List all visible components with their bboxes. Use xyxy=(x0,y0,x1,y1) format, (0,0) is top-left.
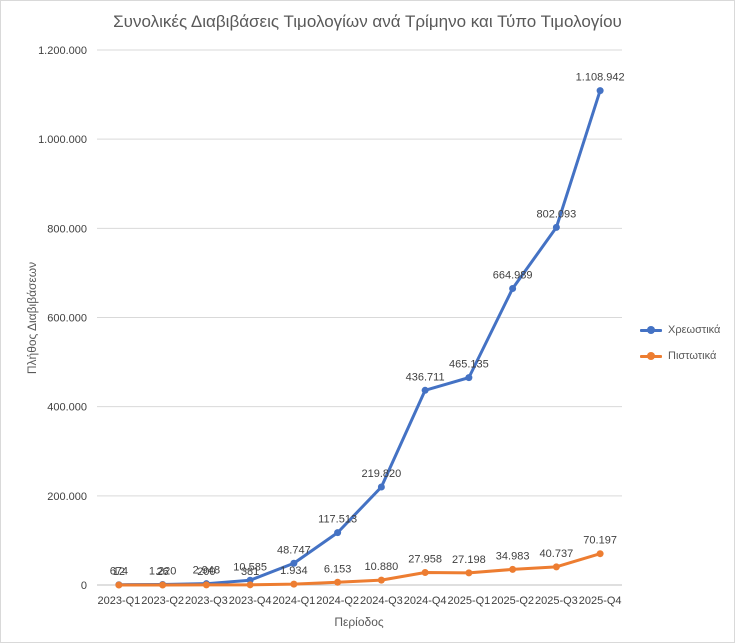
data-label: 1.108.942 xyxy=(576,72,625,84)
data-point xyxy=(159,581,167,589)
y-tick-label: 1.200.000 xyxy=(38,45,87,57)
x-tick-label: 2024-Q4 xyxy=(404,595,447,607)
y-tick-label: 400.000 xyxy=(47,402,87,414)
data-point xyxy=(290,559,298,567)
legend-label-1: Πιστωτικά xyxy=(668,350,717,362)
data-point xyxy=(421,569,429,577)
legend-marker-0 xyxy=(640,325,662,335)
legend-label-0: Χρεωστικά xyxy=(668,324,721,336)
gridlines xyxy=(97,49,622,586)
legend: Χρεωστικά Πιστωτικά xyxy=(640,320,720,372)
data-label: 381 xyxy=(241,566,259,578)
x-tick-label: 2023-Q3 xyxy=(185,595,228,607)
y-axis-title: Πλήθος Διαβιβάσεων xyxy=(25,262,39,374)
data-point xyxy=(202,581,210,589)
data-label: 664.989 xyxy=(493,270,533,282)
x-tick-label: 2024-Q3 xyxy=(360,595,403,607)
data-labels: 674 1.220 2.948 10.585 48.747 117.513 219.820 4… xyxy=(110,72,625,578)
data-label: 40.737 xyxy=(540,548,574,560)
data-point xyxy=(596,550,604,558)
data-point xyxy=(421,386,429,394)
data-label: 10.585 xyxy=(233,561,267,573)
legend-item-series-0: Χρεωστικά xyxy=(640,320,720,340)
x-axis-title: Περίοδος xyxy=(334,615,384,629)
y-tick-label: 1.000.000 xyxy=(38,134,87,146)
data-label: 48.747 xyxy=(277,544,311,556)
y-tick-label: 800.000 xyxy=(47,223,87,235)
x-axis-ticks: 2023-Q1 2023-Q2 2023-Q3 2023-Q4 2024-Q1 2024-… xyxy=(97,595,621,607)
y-tick-label: 0 xyxy=(81,580,87,592)
series-group xyxy=(115,87,604,589)
y-tick-label: 200.000 xyxy=(47,491,87,503)
chart-title: Συνολικές Διαβιβάσεις Τιμολογίων ανά Τρί… xyxy=(113,12,622,31)
data-label: 2.948 xyxy=(193,565,221,577)
data-point xyxy=(115,581,123,589)
data-label: 27.198 xyxy=(452,554,486,566)
data-label: 12 xyxy=(113,566,125,578)
data-label: 26 xyxy=(157,566,169,578)
data-label: 34.983 xyxy=(496,550,530,562)
data-label: 200 xyxy=(197,566,215,578)
y-tick-label: 600.000 xyxy=(47,313,87,325)
data-label: 117.513 xyxy=(318,514,357,526)
data-point xyxy=(509,285,517,293)
data-point xyxy=(290,580,298,588)
x-tick-label: 2023-Q4 xyxy=(229,595,272,607)
data-point xyxy=(377,576,385,584)
data-label: 436.711 xyxy=(406,371,445,383)
x-tick-label: 2024-Q1 xyxy=(272,595,315,607)
x-tick-label: 2025-Q1 xyxy=(447,595,490,607)
data-label: 674 xyxy=(110,566,128,578)
data-point xyxy=(246,581,254,589)
data-point xyxy=(552,563,560,571)
data-point xyxy=(465,569,473,577)
legend-item-series-1: Πιστωτικά xyxy=(640,346,720,366)
series-line-1 xyxy=(118,552,601,587)
data-label: 10.880 xyxy=(365,561,399,573)
data-point xyxy=(334,578,342,586)
data-point xyxy=(377,483,385,491)
data-label: 802.093 xyxy=(536,208,576,220)
x-tick-label: 2023-Q1 xyxy=(97,595,140,607)
x-tick-label: 2024-Q2 xyxy=(316,595,359,607)
data-label: 70.197 xyxy=(583,535,617,547)
x-tick-label: 2025-Q4 xyxy=(579,595,622,607)
x-tick-label: 2023-Q2 xyxy=(141,595,184,607)
data-label: 1.934 xyxy=(280,565,308,577)
x-tick-label: 2025-Q3 xyxy=(535,595,578,607)
y-axis-ticks: 0 200.000 400.000 600.000 800.000 1.000.000 1.… xyxy=(38,45,87,592)
data-point xyxy=(509,565,517,573)
data-label: 6.153 xyxy=(324,563,352,575)
data-point xyxy=(334,529,342,537)
data-point xyxy=(552,223,560,231)
legend-marker-1 xyxy=(640,351,662,361)
data-label: 27.958 xyxy=(408,554,442,566)
x-tick-label: 2025-Q2 xyxy=(491,595,534,607)
data-label: 219.820 xyxy=(361,468,401,480)
series-line-0 xyxy=(118,90,602,587)
data-point xyxy=(596,87,604,95)
data-label: 465.135 xyxy=(449,359,489,371)
data-point xyxy=(465,374,473,382)
data-label: 1.220 xyxy=(149,565,177,577)
